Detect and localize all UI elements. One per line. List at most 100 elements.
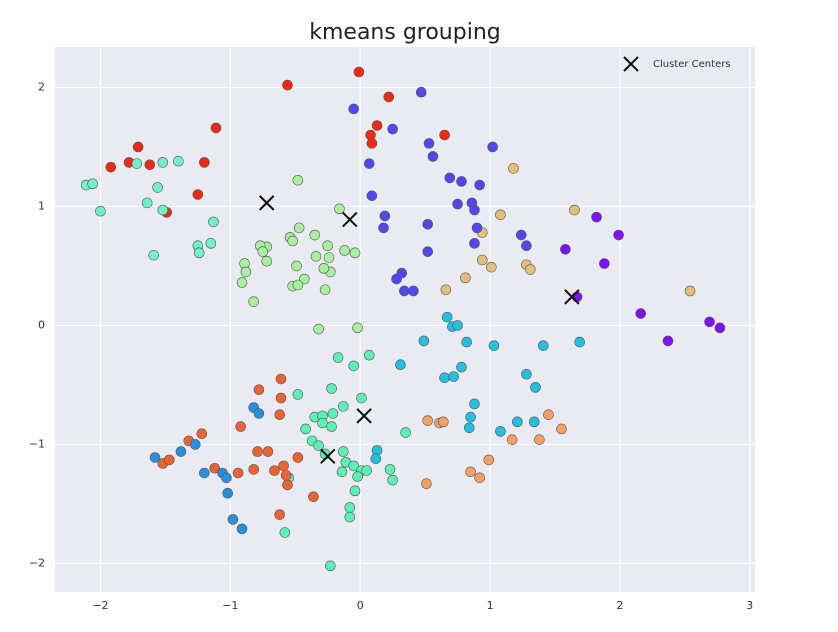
point <box>352 322 363 334</box>
point <box>363 349 375 361</box>
point <box>313 323 324 335</box>
point <box>465 466 476 478</box>
point <box>387 474 398 486</box>
point <box>463 422 475 434</box>
point <box>339 245 350 256</box>
point <box>210 122 222 134</box>
point <box>543 409 554 420</box>
point <box>323 252 335 263</box>
point <box>379 210 391 222</box>
point <box>487 141 498 153</box>
point <box>508 163 519 174</box>
point <box>253 408 265 419</box>
point <box>279 527 291 538</box>
point <box>515 229 527 241</box>
point <box>252 446 263 457</box>
point <box>495 426 506 437</box>
point <box>262 446 274 457</box>
point <box>253 384 265 396</box>
point <box>418 335 430 347</box>
point <box>471 222 483 234</box>
x-tick-label: −2 <box>92 599 108 612</box>
point <box>361 465 372 476</box>
point <box>400 427 411 438</box>
point <box>141 197 153 209</box>
point <box>236 277 248 288</box>
point <box>348 103 360 115</box>
x-tick-label: 2 <box>616 599 623 612</box>
point <box>248 464 260 475</box>
point <box>613 229 624 241</box>
point <box>221 472 232 484</box>
point <box>460 272 471 284</box>
point <box>474 472 485 484</box>
point <box>152 182 163 193</box>
point <box>366 138 378 149</box>
point <box>422 219 434 230</box>
point <box>521 240 532 252</box>
point <box>456 361 467 373</box>
point <box>240 266 252 278</box>
x-tick-label: 3 <box>746 599 753 612</box>
x-tick-label: 1 <box>487 599 494 612</box>
point <box>208 216 219 228</box>
point <box>422 415 434 426</box>
point <box>291 260 302 272</box>
point <box>371 120 383 131</box>
point <box>292 389 304 400</box>
point <box>704 316 715 328</box>
point <box>534 434 545 445</box>
y-tick-label: 1 <box>38 199 45 212</box>
x-tick-label: −1 <box>222 599 238 612</box>
point <box>293 222 305 234</box>
point <box>292 279 304 291</box>
y-tick-label: 0 <box>38 318 45 331</box>
point <box>326 421 337 432</box>
point <box>309 229 321 241</box>
point <box>248 296 260 307</box>
point <box>349 247 361 259</box>
point <box>275 392 287 404</box>
point <box>199 467 210 479</box>
point <box>456 176 467 187</box>
point <box>348 460 360 472</box>
x-tick-label: 0 <box>357 599 364 612</box>
point <box>378 222 389 234</box>
point <box>474 179 485 191</box>
point <box>488 340 500 351</box>
point <box>163 454 175 466</box>
point <box>363 158 375 169</box>
point <box>282 79 293 91</box>
cluster-center <box>320 448 336 465</box>
point <box>282 479 293 491</box>
point <box>569 204 580 216</box>
point <box>325 560 336 572</box>
point <box>322 240 334 252</box>
point <box>236 523 248 535</box>
cluster-center <box>342 211 358 228</box>
point <box>521 368 532 380</box>
point <box>387 123 398 135</box>
point <box>235 421 247 432</box>
point <box>396 267 408 279</box>
point <box>280 470 292 481</box>
point <box>274 409 285 420</box>
point <box>599 258 610 269</box>
point <box>408 285 419 297</box>
point <box>528 416 540 428</box>
point <box>308 491 319 503</box>
plot-area <box>55 47 755 592</box>
point <box>292 174 304 186</box>
point <box>334 203 345 215</box>
point <box>317 417 328 429</box>
point <box>274 509 285 520</box>
point <box>506 434 518 445</box>
point <box>530 382 541 393</box>
point <box>356 392 367 404</box>
point <box>87 178 98 190</box>
point <box>421 478 432 490</box>
point <box>157 204 169 216</box>
point <box>512 416 523 428</box>
y-tick-label: −1 <box>29 437 45 450</box>
